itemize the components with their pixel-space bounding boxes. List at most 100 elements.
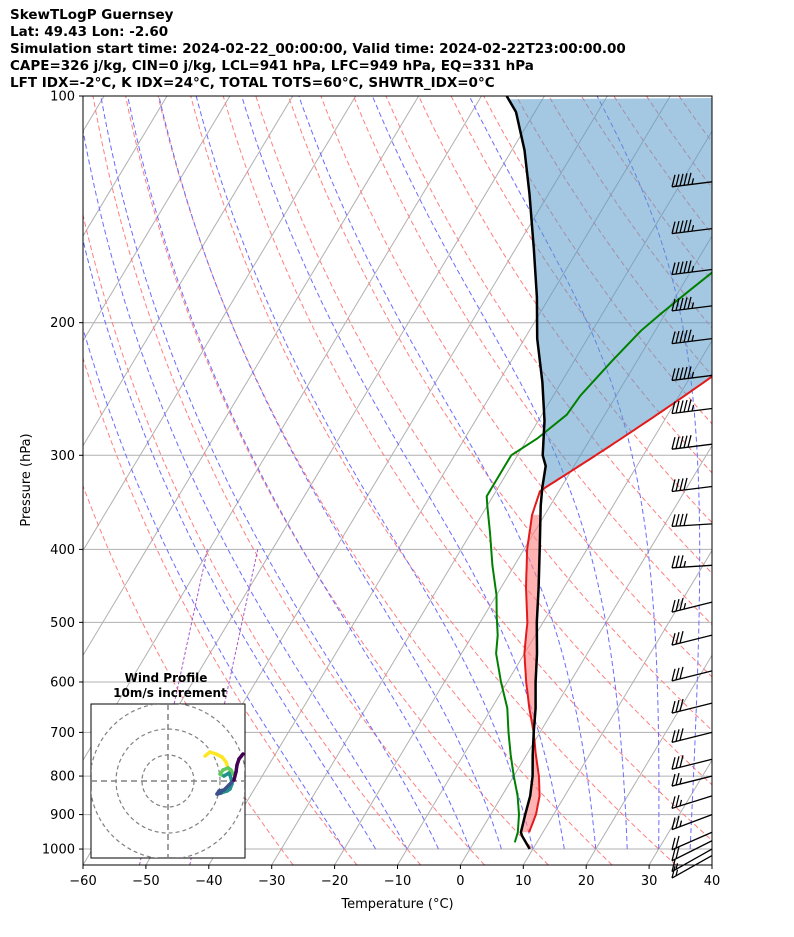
y-tick-label: 400 [50, 543, 75, 558]
x-tick-label: −50 [132, 874, 159, 889]
isotherm [334, 235, 712, 865]
dry-adiabat [83, 212, 422, 865]
wind-barb [671, 366, 713, 382]
y-tick-label: 1000 [42, 843, 75, 858]
dry-adiabat [744, 96, 794, 865]
header-line-title: SkewTLogP Guernsey [10, 7, 174, 23]
isotherm [83, 96, 231, 342]
isotherm [711, 864, 712, 865]
x-tick-label: −10 [384, 874, 411, 889]
hodograph-title: Wind Profile [125, 671, 208, 685]
dry-adiabat [711, 96, 712, 98]
wind-barbs [671, 172, 713, 879]
isotherm [83, 96, 420, 657]
chart-header: SkewTLogP Guernsey Lat: 49.43 Lon: -2.60… [10, 7, 626, 92]
isotherm [83, 96, 482, 762]
dry-adiabat [483, 96, 712, 425]
isotherm [585, 654, 712, 865]
wind-barb [671, 831, 713, 851]
moist-adiabat [100, 96, 439, 850]
wind-barb [671, 296, 713, 312]
isotherm [83, 96, 357, 552]
wind-barb [671, 840, 713, 862]
dry-adiabat [157, 96, 613, 865]
wind-barb [671, 813, 713, 831]
wind-barb [671, 755, 713, 770]
header-line-times: Simulation start time: 2024-02-22_00:00:… [10, 41, 626, 57]
wind-barb [671, 435, 713, 450]
hodograph-inset: Wind Profile 10m/s increment [90, 671, 246, 859]
x-tick-label: 20 [578, 874, 595, 889]
isotherm [83, 96, 168, 237]
dry-adiabat [255, 96, 712, 786]
isotherm [83, 96, 294, 447]
cape-area-upper [508, 97, 712, 488]
wind-barb [671, 219, 713, 235]
wind-barb [671, 329, 713, 345]
wind-barb [671, 772, 713, 787]
wind-barb [671, 698, 713, 714]
x-axis-label: Temperature (°C) [340, 897, 453, 912]
dry-adiabat [353, 96, 712, 626]
x-tick-label: −30 [258, 874, 285, 889]
parcel-line [505, 96, 547, 850]
x-tick-label: −20 [321, 874, 348, 889]
y-tick-label: 700 [50, 726, 75, 741]
wind-barb [671, 631, 713, 646]
y-axis-label: Pressure (hPa) [19, 433, 34, 526]
wind-barb [671, 513, 713, 528]
wind-barb [671, 848, 713, 873]
hodograph-trace [237, 752, 245, 761]
dry-adiabat [83, 484, 294, 865]
moist-adiabat [298, 96, 597, 850]
x-tick-label: −40 [195, 874, 222, 889]
x-tick-label: 10 [515, 874, 532, 889]
y-tick-label: 600 [50, 675, 75, 690]
header-line-indices: LFT IDX=-2°C, K IDX=24°C, TOTAL TOTS=60°… [10, 75, 495, 91]
wind-barb [671, 728, 713, 744]
moist-adiabat [195, 96, 534, 850]
dry-adiabat [83, 356, 358, 865]
moist-adiabat [241, 96, 565, 850]
isotherm [522, 549, 712, 865]
moist-adiabat [83, 326, 345, 850]
x-tick-label: 0 [456, 874, 464, 889]
x-tick-label: −60 [69, 874, 96, 889]
wind-barb [671, 666, 713, 682]
x-tick-label: 30 [641, 874, 658, 889]
wind-barb [671, 597, 713, 613]
wind-barb [671, 172, 713, 188]
dry-adiabat [92, 96, 485, 865]
header-line-cape: CAPE=326 j/kg, CIN=0 j/kg, LCL=941 hPa, … [10, 58, 534, 74]
y-tick-label: 100 [50, 90, 75, 105]
y-tick-label: 500 [50, 616, 75, 631]
x-tick-label: 40 [704, 874, 721, 889]
cape-shading [508, 97, 712, 833]
y-tick-label: 300 [50, 449, 75, 464]
wind-barb [671, 260, 713, 276]
header-line-location: Lat: 49.43 Lon: -2.60 [10, 24, 169, 40]
moist-adiabat [371, 96, 628, 849]
moist-adiabat [722, 96, 757, 849]
hodograph-subtitle: 10m/s increment [113, 686, 227, 700]
y-tick-label: 900 [50, 808, 75, 823]
dewpoint-line [485, 271, 712, 843]
dry-adiabat [190, 96, 677, 865]
axis-ticks: −60 −50 −40 −30 −20 −10 0 10 20 30 40 100 200 300 400 5… [42, 90, 720, 890]
moist-adiabat [753, 96, 794, 849]
temperature-line [523, 375, 712, 833]
y-tick-label: 200 [50, 316, 75, 331]
isotherm [459, 444, 712, 865]
moist-adiabat [127, 96, 471, 850]
wind-barb [671, 555, 713, 569]
moist-adiabat [158, 96, 502, 850]
wind-barb [671, 477, 713, 493]
wind-barb [671, 854, 713, 879]
dry-adiabat [125, 96, 549, 865]
dry-adiabat [320, 96, 712, 678]
y-tick-label: 800 [50, 770, 75, 785]
dry-adiabat [222, 96, 712, 842]
wind-barb [671, 794, 713, 810]
profile-lines [485, 96, 712, 850]
